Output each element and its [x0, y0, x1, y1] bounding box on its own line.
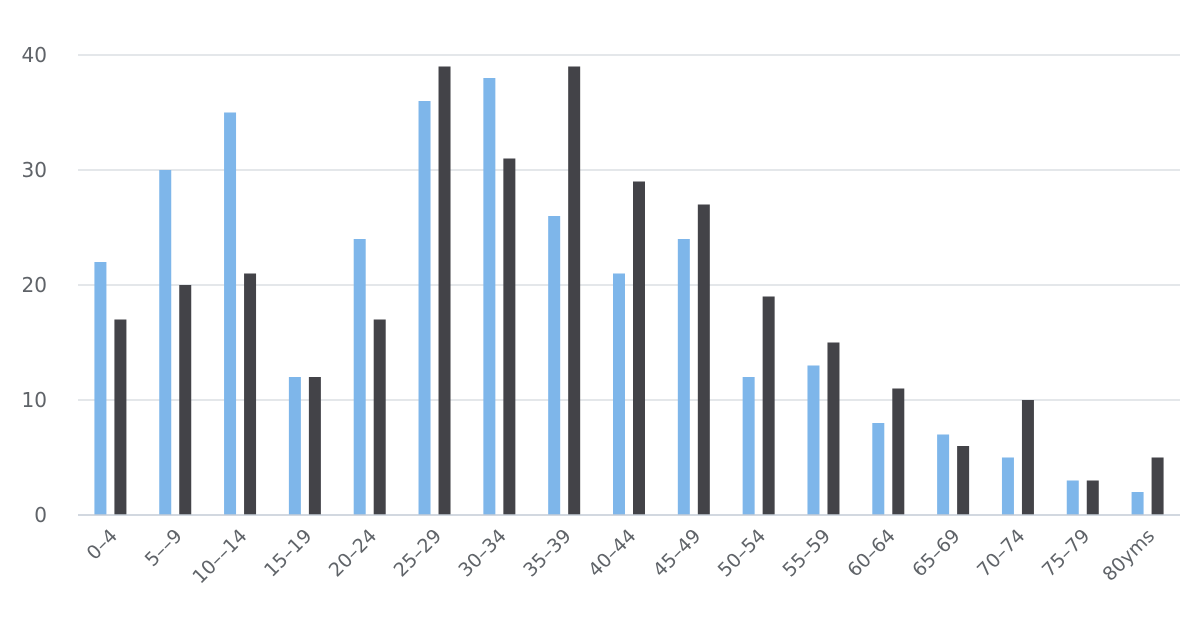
x-tick-label: 35–39: [519, 525, 575, 581]
bar-series-2: [114, 319, 127, 515]
bar-series-2: [568, 66, 581, 515]
bar-series-1: [937, 434, 950, 515]
y-tick-label: 30: [22, 158, 47, 182]
x-tick-label: 65–69: [908, 525, 964, 581]
bar-series-1: [1066, 480, 1079, 515]
x-tick-label: 5––9: [141, 525, 187, 571]
bar-series-2: [1021, 400, 1034, 515]
bar-series-2: [179, 285, 192, 515]
y-tick-label: 40: [22, 43, 47, 67]
x-tick-label: 25–29: [390, 525, 446, 581]
bar-series-1: [1001, 457, 1014, 515]
x-tick-label: 45–49: [649, 525, 705, 581]
bar-series-1: [224, 112, 237, 515]
bar-series-2: [827, 342, 840, 515]
bar-series-2: [438, 66, 451, 515]
x-tick-label: 10––14: [188, 525, 251, 588]
bar-series-2: [762, 296, 775, 515]
bar-series-1: [807, 365, 820, 515]
bar-series-1: [353, 239, 366, 515]
bar-series-2: [892, 388, 905, 515]
bar-series-1: [94, 262, 107, 515]
bar-series-2: [503, 158, 516, 515]
bar-series-2: [957, 446, 970, 515]
x-tick-label: 80yms: [1098, 525, 1159, 586]
bar-series-1: [872, 423, 885, 515]
x-tick-label: 75–79: [1038, 525, 1094, 581]
x-tick-label: 20–24: [325, 525, 381, 581]
gridlines: [78, 54, 1180, 401]
y-tick-label: 10: [22, 388, 47, 412]
x-tick-label: 50–54: [714, 525, 770, 581]
bar-series-1: [613, 273, 625, 515]
bar-series-1: [742, 377, 755, 515]
y-tick-label: 0: [34, 503, 47, 527]
bar-series-2: [1151, 457, 1164, 515]
bar-series-2: [373, 319, 386, 515]
bar-series-2: [308, 377, 321, 515]
x-tick-label: 15–19: [260, 525, 316, 581]
bar-series-1: [483, 78, 496, 515]
x-tick-label: 55–59: [779, 525, 835, 581]
bar-series-1: [418, 101, 431, 515]
bar-series-1: [677, 239, 690, 515]
bar-series-2: [1086, 480, 1099, 515]
y-tick-label: 20: [22, 273, 47, 297]
x-tick-label: 30–34: [454, 525, 510, 581]
bar-series-2: [697, 204, 710, 515]
x-tick-label: 40–44: [584, 525, 640, 581]
x-tick-label: 0–4: [83, 525, 122, 564]
bar-series-1: [1131, 492, 1144, 515]
bar-series-1: [159, 170, 172, 515]
bars: [94, 66, 1164, 515]
bar-series-1: [548, 216, 561, 515]
x-tick-label: 60–64: [843, 525, 899, 581]
x-tick-label: 70–74: [973, 525, 1029, 581]
bar-series-2: [633, 181, 645, 515]
bar-series-2: [244, 273, 257, 515]
bar-series-1: [288, 377, 301, 515]
